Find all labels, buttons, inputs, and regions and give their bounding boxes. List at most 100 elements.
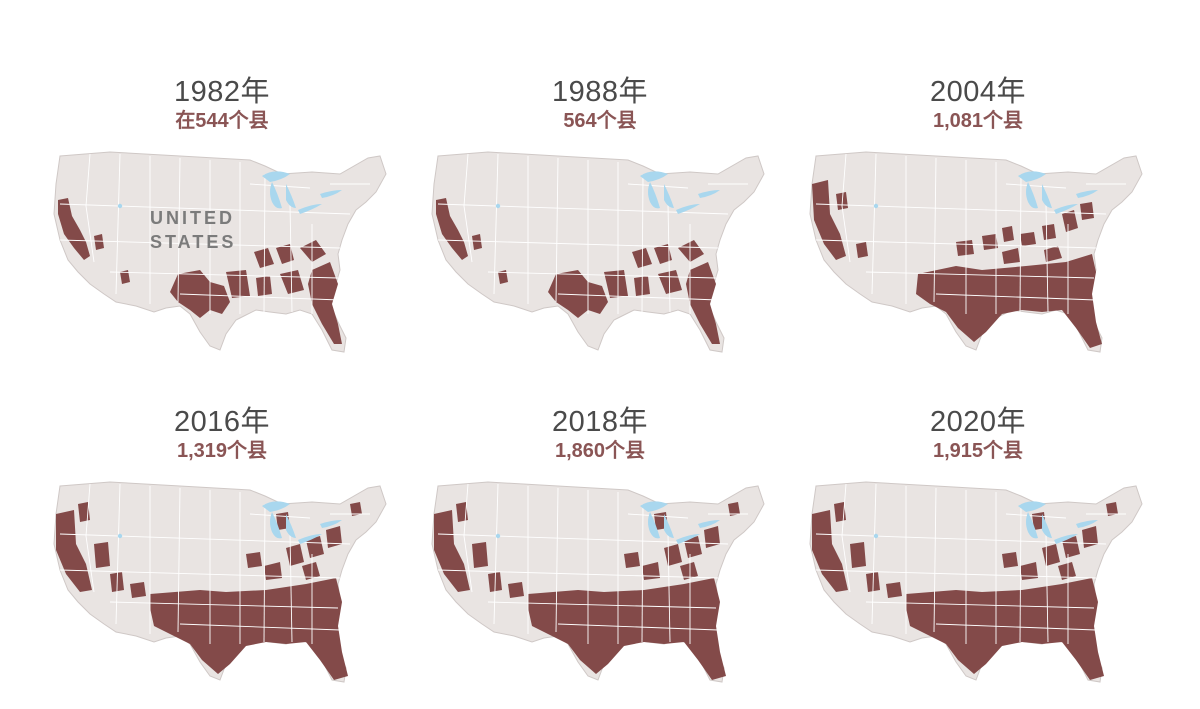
affected-counties [300,240,326,262]
great-lakes [1026,512,1038,539]
state-border [59,569,341,579]
state-border [487,271,717,279]
affected-counties [850,542,866,568]
state-border [555,157,559,303]
affected-counties [1042,224,1056,240]
us-map [809,151,1143,353]
map-panel-2020: 2020年 1,915个县 [796,402,1160,692]
affected-counties [684,536,702,558]
state-border [627,513,689,519]
panel-year: 1988年 [551,76,648,108]
affected-counties [1106,502,1118,516]
affected-counties [1002,552,1018,568]
state-border [177,157,181,303]
affected-counties [280,270,304,294]
great-salt-lake [495,203,501,209]
great-lakes [1026,182,1038,209]
map-panel-1982: 1982年 在544个县 UNITED STATES [40,72,404,402]
great-lakes [1042,514,1052,538]
state-border [557,293,719,301]
affected-counties [982,234,998,250]
affected-counties [1058,562,1076,580]
affected-counties [1080,202,1094,220]
affected-counties [704,526,720,548]
great-lakes [1076,190,1098,198]
affected-counties [472,234,482,250]
great-lakes [1076,520,1098,528]
affected-counties [654,244,672,264]
affected-counties [436,198,468,260]
affected-counties [728,502,740,516]
panel-year: 2018年 [551,406,648,438]
state-border [109,601,339,609]
panel-county-count: 564个县 [563,110,637,132]
state-border [179,623,341,631]
panel-year: 2004年 [929,76,1026,108]
affected-counties [150,578,348,680]
affected-counties [508,582,524,598]
affected-counties [264,562,282,580]
affected-counties [856,242,868,258]
affected-counties [916,254,1102,348]
affected-counties [306,536,324,558]
us-map [53,481,387,683]
great-salt-lake [117,533,123,539]
great-lakes [262,171,290,182]
great-salt-lake [117,203,123,209]
great-lakes [676,534,700,544]
affected-counties [170,270,230,318]
country-label-line1: UNITED [150,208,235,228]
state-border [667,533,671,643]
affected-counties [350,502,362,516]
us-map: UNITED STATES [53,151,387,353]
state-border [935,293,1097,301]
affected-counties [302,562,320,580]
great-lakes [262,501,290,512]
great-salt-lake [495,533,501,539]
panel-county-count: 1,860个县 [554,440,646,462]
state-border [85,153,95,263]
great-lakes [698,190,720,198]
affected-counties [956,240,974,256]
state-border [555,487,559,633]
great-lakes [664,514,674,538]
us-map [809,481,1143,683]
affected-counties [834,502,846,522]
affected-counties [1002,248,1020,264]
affected-counties [326,526,342,548]
affected-counties [658,270,682,294]
state-border [865,271,1095,279]
affected-counties [678,240,704,262]
state-border [115,153,121,295]
map-panel-2004: 2004年 1,081个县 [796,72,1160,402]
state-border [493,483,499,625]
state-border [935,623,1097,631]
affected-counties [528,578,726,680]
us-map [431,481,765,683]
state-border [1019,503,1022,643]
state-border [1045,533,1049,643]
great-lakes [270,182,282,209]
state-border [437,239,719,249]
affected-counties [548,270,608,318]
state-border [1019,173,1022,313]
great-salt-lake [873,203,879,209]
state-border [487,601,717,609]
affected-counties [78,502,90,522]
state-border [841,153,851,263]
affected-counties [686,262,720,344]
affected-counties [456,502,468,522]
state-border [641,503,644,643]
great-lakes [298,534,322,544]
affected-counties [642,562,660,580]
panel-county-count: 1,081个县 [932,110,1024,132]
affected-counties [434,510,470,592]
state-border [263,173,266,313]
affected-counties [906,578,1104,680]
map-grid: 1982年 在544个县 UNITED STATES 1988年 564个县 2… [40,72,1160,692]
state-border [59,239,341,249]
state-border [841,483,851,593]
state-border [249,183,311,189]
us-land [431,151,765,353]
country-label-line2: STATES [150,232,236,252]
